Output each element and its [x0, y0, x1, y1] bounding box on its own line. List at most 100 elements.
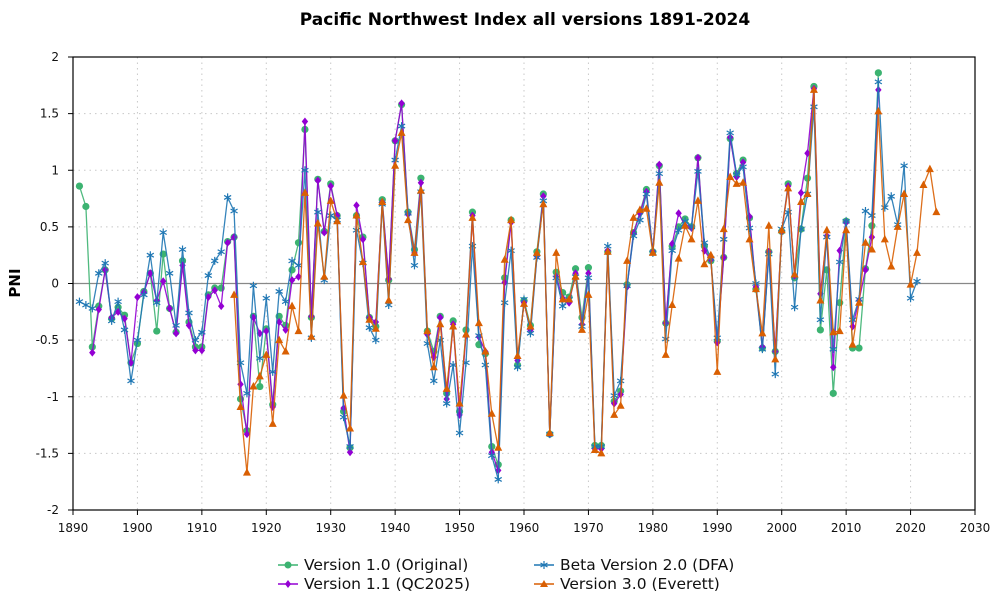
data-point-triangle [384, 295, 393, 304]
data-point-circle [829, 389, 837, 397]
data-point-diamond [243, 430, 251, 439]
data-point-triangle [861, 238, 870, 246]
data-point-triangle [249, 382, 258, 390]
data-point-asterisk [410, 261, 419, 270]
data-point-asterisk [217, 247, 225, 256]
data-point-triangle [500, 255, 509, 263]
data-point-triangle [925, 164, 934, 173]
data-point-diamond [391, 136, 399, 145]
data-point-diamond [501, 278, 508, 287]
x-tick-label: 1970 [573, 521, 604, 535]
data-point-asterisk [732, 170, 741, 179]
data-point-triangle [410, 248, 419, 256]
data-point-asterisk [584, 273, 593, 282]
x-axis: 1890 1900 1910 1920 1930 1940 1950 1960 1970 1980… [58, 510, 991, 535]
data-point-asterisk [835, 257, 844, 266]
data-point-asterisk [616, 376, 625, 385]
data-point-asterisk [107, 316, 116, 325]
data-point-asterisk [159, 228, 167, 237]
data-point-asterisk [314, 208, 322, 217]
data-point-asterisk [481, 361, 490, 370]
data-point-diamond [166, 304, 173, 313]
legend-item-v1-1: Version 1.1 (QC2025) [278, 575, 470, 593]
data-point-triangle [777, 225, 786, 234]
data-point-circle [82, 202, 90, 211]
data-point-asterisk [726, 128, 734, 137]
x-tick-label: 2010 [831, 521, 862, 535]
data-point-asterisk [210, 256, 219, 265]
data-point-asterisk [442, 399, 451, 408]
data-point-triangle [758, 328, 767, 337]
data-point-asterisk [655, 169, 664, 178]
data-point-triangle [352, 211, 361, 219]
data-point-triangle [745, 234, 754, 243]
data-point-asterisk [848, 315, 857, 324]
data-point-triangle [339, 391, 348, 399]
x-tick-label: 2000 [766, 521, 797, 535]
data-point-asterisk [900, 161, 908, 170]
y-tick-label: -1 [47, 390, 59, 404]
data-point-asterisk [94, 269, 103, 278]
data-point-asterisk [152, 298, 161, 307]
data-point-asterisk [339, 413, 348, 422]
data-point-triangle [893, 222, 902, 230]
x-tick-label: 2030 [960, 521, 991, 535]
data-point-diamond [288, 276, 296, 285]
data-point-triangle [449, 322, 458, 330]
data-point-diamond [346, 448, 354, 457]
data-point-triangle [829, 327, 838, 336]
y-tick-label: 0.5 [40, 220, 59, 234]
data-point-circle [256, 382, 264, 391]
data-point-asterisk [507, 246, 515, 255]
data-point-triangle [494, 443, 503, 451]
data-point-diamond [540, 192, 547, 201]
data-point-asterisk [829, 345, 838, 354]
data-point-triangle [803, 189, 812, 198]
data-point-diamond [275, 318, 283, 327]
data-point-triangle [874, 106, 883, 115]
data-point-circle [153, 327, 161, 335]
data-point-asterisk [771, 370, 780, 379]
data-point-diamond [359, 235, 367, 244]
data-point-triangle [365, 315, 374, 323]
data-point-diamond [327, 182, 334, 191]
data-point-diamond [192, 346, 199, 355]
data-point-triangle [790, 269, 799, 278]
data-point-triangle [429, 362, 438, 371]
data-point-asterisk [558, 302, 567, 311]
data-point-circle [88, 343, 96, 351]
data-point-diamond [701, 246, 708, 255]
data-point-diamond [862, 265, 869, 274]
data-point-asterisk [223, 193, 232, 202]
data-point-triangle [932, 207, 941, 216]
data-point-asterisk [178, 245, 187, 254]
data-point-triangle [668, 300, 677, 309]
x-tick-label: 1940 [380, 521, 411, 535]
data-point-diamond [668, 239, 676, 248]
data-point-triangle [242, 468, 251, 476]
data-point-triangle [294, 326, 303, 335]
data-point-triangle [468, 213, 477, 221]
data-point-triangle [320, 272, 329, 280]
data-point-triangle [687, 234, 696, 243]
y-tick-label: 1 [51, 163, 59, 177]
data-point-triangle [623, 256, 632, 264]
data-point-triangle [693, 196, 702, 204]
data-point-triangle [404, 215, 413, 224]
data-point-diamond [417, 178, 425, 187]
data-point-asterisk [114, 297, 122, 306]
data-point-triangle [487, 409, 496, 417]
legend-label: Version 3.0 (Everett) [560, 575, 720, 593]
data-point-diamond [198, 346, 206, 355]
data-point-asterisk [204, 271, 213, 280]
series-layer [75, 69, 941, 484]
data-point-triangle [655, 178, 664, 186]
data-point-triangle [532, 248, 541, 256]
data-point-asterisk [120, 325, 129, 334]
data-point-diamond [714, 338, 721, 347]
x-tick-label: 1910 [187, 521, 218, 535]
data-point-asterisk [739, 162, 747, 171]
data-point-diamond [263, 327, 270, 336]
data-point-triangle [764, 221, 773, 229]
